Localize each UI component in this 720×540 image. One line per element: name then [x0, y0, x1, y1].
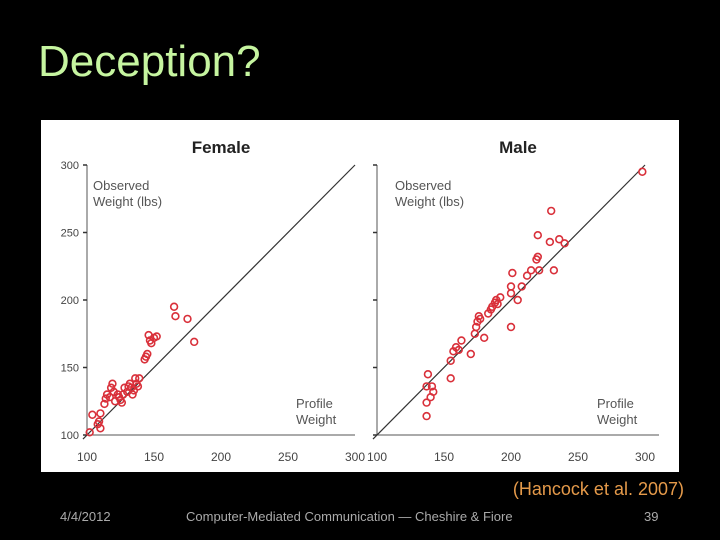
female-x-ticks: 100 150 200 250 300 [77, 450, 365, 464]
female-x-tick-label: 300 [345, 450, 365, 464]
female-ylabel-line1: Observed [93, 178, 149, 193]
male-data-point [454, 345, 463, 355]
female-data-point [117, 398, 127, 407]
male-data-point [475, 314, 485, 324]
female-y-tick-label: 300 [61, 160, 79, 172]
male-data-point [549, 266, 559, 275]
footer-date: 4/4/2012 [60, 509, 111, 524]
male-panel-title: Male [499, 138, 537, 157]
citation: (Hancock et al. 2007) [512, 479, 684, 499]
male-data-point [638, 167, 647, 176]
male-x-tick-label: 150 [434, 450, 454, 464]
female-xlabel-line1: Profile [296, 396, 333, 411]
female-data-point [88, 410, 97, 419]
female-data-point [169, 302, 179, 311]
male-data-point [427, 382, 437, 391]
female-data-point [100, 399, 109, 409]
male-x-ticks: 100 150 200 250 300 [367, 450, 655, 464]
male-data-point [545, 237, 555, 247]
female-data-point [108, 379, 117, 388]
female-data-point [131, 374, 140, 383]
male-data-point [422, 411, 431, 421]
female-x-tick-label: 250 [278, 450, 298, 464]
female-y-tick-label: 100 [61, 430, 79, 442]
male-data-point [446, 356, 455, 365]
male-data-point [496, 293, 505, 302]
female-reference-line [82, 164, 356, 440]
male-x-tick-label: 100 [367, 450, 387, 464]
female-xlabel-line2: Weight [296, 412, 337, 427]
male-data-point [422, 382, 431, 391]
female-panel: Female Observed Weight (lbs) Profile Wei… [61, 138, 366, 464]
female-y-tick-label: 250 [61, 228, 79, 240]
male-reference-line [372, 164, 646, 440]
female-data-point [96, 409, 105, 418]
male-data-point [517, 282, 526, 291]
male-data-point [522, 271, 532, 280]
female-data-point [96, 424, 105, 433]
male-data-point [480, 333, 489, 343]
male-y-ticks [373, 164, 377, 436]
female-x-tick-label: 150 [144, 450, 164, 464]
male-data-point [513, 295, 522, 305]
male-data-point [533, 230, 542, 240]
female-data-point [143, 349, 152, 359]
female-points [85, 302, 199, 437]
male-data-point [547, 206, 556, 216]
male-data-point [446, 374, 455, 383]
male-data-point [493, 299, 502, 309]
male-x-tick-label: 200 [501, 450, 521, 464]
female-y-tick-label: 150 [61, 363, 79, 375]
female-data-point [190, 337, 199, 347]
male-points [422, 167, 647, 421]
female-data-point [135, 374, 144, 383]
male-data-point [506, 322, 516, 332]
female-data-point [133, 382, 143, 391]
male-data-point [534, 266, 544, 275]
male-data-point [506, 289, 516, 298]
figure-svg: Female Observed Weight (lbs) Profile Wei… [61, 138, 659, 464]
male-x-tick-label: 300 [635, 450, 655, 464]
male-data-point [506, 282, 516, 291]
male-data-point [457, 336, 466, 345]
male-xlabel-line2: Weight [597, 412, 638, 427]
male-data-point [423, 370, 433, 379]
male-x-tick-label: 250 [568, 450, 588, 464]
female-x-tick-label: 200 [211, 450, 231, 464]
female-data-point [101, 394, 110, 403]
male-data-point [508, 268, 517, 278]
female-x-tick-label: 100 [77, 450, 97, 464]
female-data-point [152, 332, 161, 341]
male-ylabel-line1: Observed [395, 178, 451, 193]
page-number: 39 [644, 509, 659, 524]
male-data-point [422, 398, 431, 407]
slide-title: Deception? [38, 37, 261, 86]
female-data-point [183, 314, 192, 324]
male-data-point [555, 235, 564, 244]
male-ylabel-line2: Weight (lbs) [395, 194, 464, 209]
female-data-point [128, 390, 137, 399]
male-panel: Male Observed Weight (lbs) Profile Weigh… [367, 138, 659, 464]
footer-center-text: Computer-Mediated Communication — Cheshi… [186, 509, 513, 524]
male-data-point [471, 322, 481, 332]
male-data-point [560, 239, 569, 248]
male-data-point [429, 387, 438, 396]
female-panel-title: Female [192, 138, 251, 157]
male-xlabel-line1: Profile [597, 396, 634, 411]
female-y-ticks: 100 150 200 250 300 [61, 160, 87, 442]
female-data-point [85, 428, 94, 437]
female-ylabel-line2: Weight (lbs) [93, 194, 162, 209]
scatter-figure: Female Observed Weight (lbs) Profile Wei… [41, 120, 679, 472]
male-data-point [466, 349, 475, 359]
male-data-point [533, 252, 542, 262]
female-data-point [171, 312, 180, 321]
male-data-point [526, 266, 536, 275]
female-y-tick-label: 200 [61, 295, 79, 307]
female-data-point [105, 393, 114, 402]
